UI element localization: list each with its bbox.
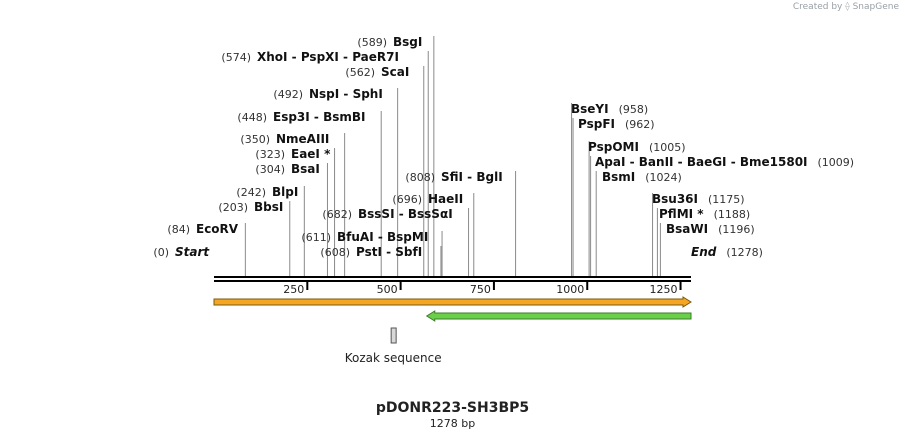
site-682-label[interactable]: BssSI - BssSαI	[358, 207, 453, 221]
site-242-position: (242)	[236, 186, 266, 199]
ruler: 250 500 750 1000 1250	[283, 281, 682, 296]
plasmid-length: 1278 bp	[429, 417, 476, 430]
site-1196-label[interactable]: BsaWI	[666, 222, 708, 236]
ruler-label-1250: 1250	[650, 283, 678, 296]
site-611-position: (611)	[301, 231, 331, 244]
site-1005-position: (1005)	[649, 141, 686, 154]
site-1009-position: (1009)	[818, 156, 855, 169]
site-labels: Start (0) EcoRV (84) BbsI (203) BlpI (242) BsaI (…	[153, 35, 854, 259]
site-1175-position: (1175)	[708, 193, 745, 206]
site-0-label[interactable]: Start	[175, 245, 210, 259]
site-1024-position: (1024)	[645, 171, 682, 184]
site-682-position: (682)	[322, 208, 352, 221]
site-608-position: (608)	[320, 246, 350, 259]
site-1188-position: (1188)	[714, 208, 751, 221]
site-492-position: (492)	[273, 88, 303, 101]
site-0-position: (0)	[153, 246, 169, 259]
site-203-position: (203)	[218, 201, 248, 214]
site-lines	[244, 36, 661, 277]
site-350-label[interactable]: NmeAIII	[276, 132, 329, 146]
site-448-label[interactable]: Esp3I - BsmBI	[273, 110, 365, 124]
kozak-marker[interactable]	[390, 327, 397, 344]
site-350-position: (350)	[240, 133, 270, 146]
orange-arrow[interactable]	[213, 296, 692, 308]
site-323-label[interactable]: EaeI *	[291, 147, 331, 161]
site-1196-position: (1196)	[718, 223, 755, 236]
kozak-label: Kozak sequence	[345, 351, 442, 365]
site-808-label[interactable]: SfiI - BglI	[441, 170, 503, 184]
site-304-position: (304)	[255, 163, 285, 176]
green-arrow[interactable]	[425, 310, 692, 322]
site-304-label[interactable]: BsaI	[291, 162, 320, 176]
ruler-label-750: 750	[470, 283, 491, 296]
site-323-position: (323)	[255, 148, 285, 161]
site-84-label[interactable]: EcoRV	[196, 222, 239, 236]
site-492-label[interactable]: NspI - SphI	[309, 87, 383, 101]
site-562-label[interactable]: ScaI	[381, 65, 409, 79]
site-1278-position: (1278)	[726, 246, 763, 259]
site-1188-label[interactable]: PflMI *	[659, 207, 704, 221]
ruler-label-500: 500	[377, 283, 398, 296]
kozak-feature: Kozak sequence	[345, 327, 442, 365]
site-696-label[interactable]: HaeII	[428, 192, 463, 206]
site-1009-label[interactable]: ApaI - BanII - BaeGI - Bme1580I	[595, 155, 808, 169]
site-611-label[interactable]: BfuAI - BspMI	[337, 230, 428, 244]
site-84-position: (84)	[167, 223, 190, 236]
snapgene-logo-icon: ⟠	[845, 2, 850, 12]
site-962-label[interactable]: PspFI	[578, 117, 615, 131]
site-962-position: (962)	[625, 118, 655, 131]
site-562-position: (562)	[345, 66, 375, 79]
credit-prefix: Created by	[792, 2, 843, 12]
features	[213, 296, 692, 322]
site-808-position: (808)	[405, 171, 435, 184]
site-448-position: (448)	[237, 111, 267, 124]
site-203-label[interactable]: BbsI	[254, 200, 283, 214]
site-574-label[interactable]: XhoI - PspXI - PaeR7I	[257, 50, 399, 64]
ruler-label-1000: 1000	[556, 283, 584, 296]
site-958-position: (958)	[619, 103, 649, 116]
site-1024-label[interactable]: BsmI	[602, 170, 635, 184]
plasmid-name: pDONR223-SH3BP5	[375, 400, 530, 416]
site-1005-label[interactable]: PspOMI	[588, 140, 639, 154]
site-696-position: (696)	[392, 193, 422, 206]
site-1175-label[interactable]: Bsu36I	[652, 192, 698, 206]
site-1278-label[interactable]: End	[691, 245, 717, 259]
ruler-label-250: 250	[283, 283, 304, 296]
site-242-label[interactable]: BlpI	[272, 185, 298, 199]
site-608-label[interactable]: PstI - SbfI	[356, 245, 422, 259]
site-958-label[interactable]: BseYI	[571, 102, 609, 116]
site-589-position: (589)	[357, 36, 387, 49]
backbone	[214, 276, 691, 282]
credit-brand: SnapGene	[852, 2, 899, 12]
site-589-label[interactable]: BsgI	[393, 35, 422, 49]
snapgene-credit: Created by ⟠ SnapGene	[793, 2, 899, 12]
site-574-position: (574)	[221, 51, 251, 64]
